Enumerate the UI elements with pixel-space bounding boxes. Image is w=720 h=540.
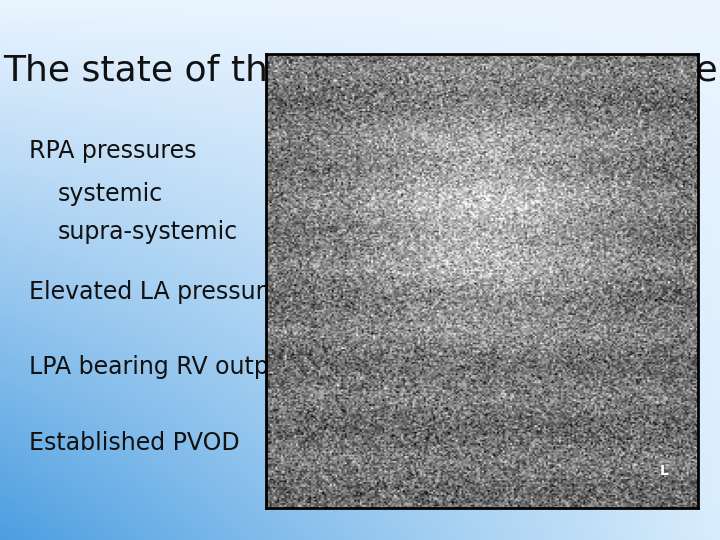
Text: Elevated LA pressures: Elevated LA pressures [29, 280, 292, 303]
Text: Established PVOD: Established PVOD [29, 431, 240, 455]
Text: L: L [660, 464, 668, 478]
Text: supra-systemic: supra-systemic [58, 220, 238, 244]
Text: The state of the pulmonary vasculature: The state of the pulmonary vasculature [3, 54, 717, 88]
Text: LPA bearing RV output: LPA bearing RV output [29, 355, 293, 379]
Text: systemic: systemic [58, 183, 163, 206]
Text: RPA pressures: RPA pressures [29, 139, 197, 163]
